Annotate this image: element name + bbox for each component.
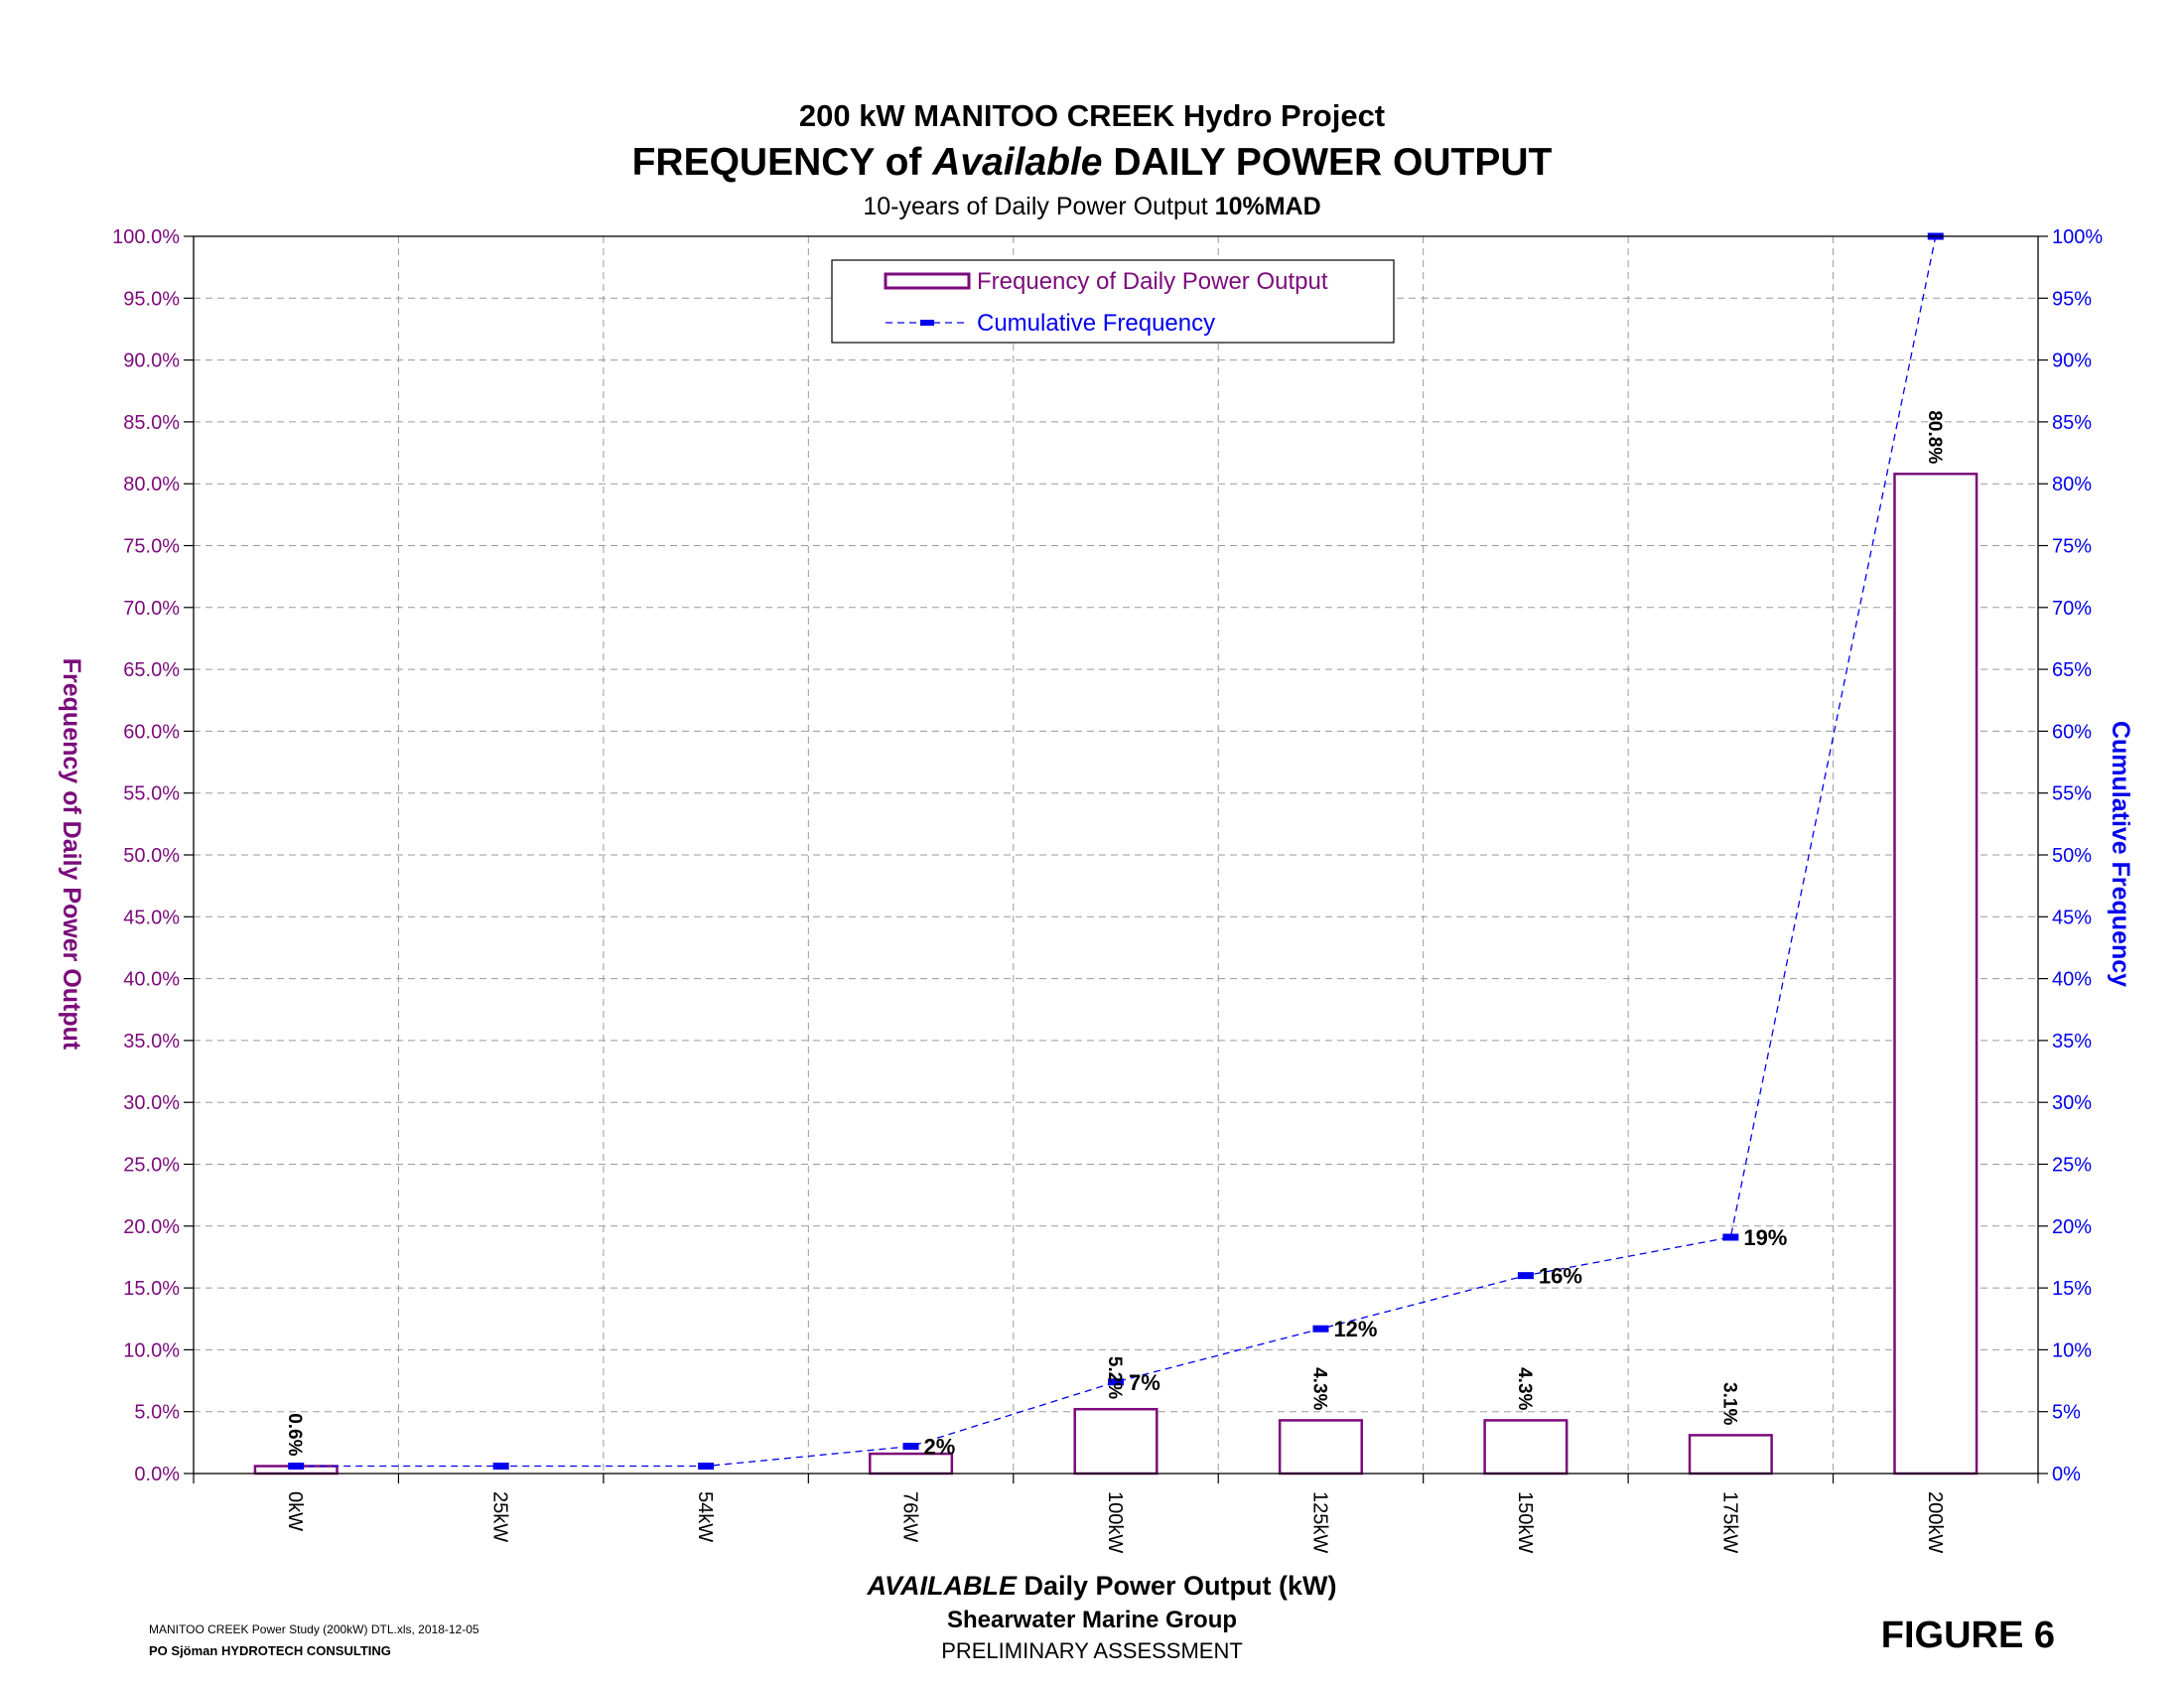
cumulative-value-label: 16% [1539, 1264, 1582, 1289]
y-tick-label: 35.0% [123, 1031, 180, 1053]
y2-tick-label: 15% [2052, 1278, 2092, 1300]
cumulative-value-label: 19% [1743, 1225, 1787, 1250]
y-tick-label: 100.0% [112, 226, 180, 248]
x-tick-label: 25kW [489, 1491, 511, 1542]
y2-tick-label: 20% [2052, 1216, 2092, 1238]
bar-value-label: 3.1% [1718, 1382, 1739, 1425]
cumulative-marker [1108, 1378, 1124, 1386]
y2-axis-label: Cumulative Frequency [2107, 721, 2134, 987]
cumulative-marker [492, 1463, 509, 1471]
y2-tick-label: 10% [2052, 1339, 2092, 1361]
y-tick-label: 45.0% [123, 907, 180, 928]
y2-tick-label: 90% [2052, 351, 2092, 372]
chart-title: 200 kW MANITOO CREEK Hydro Project [799, 98, 1385, 133]
y-tick-label: 15.0% [123, 1278, 180, 1300]
y-tick-label: 0.0% [134, 1464, 180, 1485]
legend-line-marker [920, 320, 934, 326]
cumulative-marker [698, 1463, 715, 1471]
bar-value-label: 80.8% [1924, 410, 1945, 464]
gridlines [194, 236, 2038, 1474]
y2-tick-label: 75% [2052, 536, 2092, 558]
bar [1278, 1419, 1363, 1476]
y-tick-label: 10.0% [123, 1339, 180, 1361]
y2-tick-label: 60% [2052, 721, 2092, 743]
x-tick-label: 150kW [1514, 1491, 1536, 1553]
y-tick-label: 20.0% [123, 1216, 180, 1238]
legend-bar-swatch [884, 272, 971, 290]
cumulative-marker [1722, 1233, 1739, 1241]
y2-tick-label: 100% [2052, 226, 2103, 248]
y-tick-label: 30.0% [123, 1092, 180, 1114]
bar-value-label: 0.6% [284, 1413, 305, 1456]
y2-tick-label: 95% [2052, 288, 2092, 310]
cumulative-marker [1517, 1272, 1534, 1280]
bar-value-label: 5.2% [1104, 1356, 1125, 1399]
bar [1688, 1434, 1773, 1476]
y-tick-label: 80.0% [123, 474, 180, 495]
x-tick-label: 0kW [284, 1491, 306, 1531]
plot-area [193, 235, 2039, 1475]
y2-tick-label: 0% [2052, 1464, 2081, 1485]
y-tick-label: 25.0% [123, 1155, 180, 1177]
bar-value-label: 4.3% [1514, 1367, 1535, 1410]
legend-bar-label: Frequency of Daily Power Output [977, 268, 1328, 295]
footer-author: PO Sjöman HYDROTECH CONSULTING [149, 1643, 391, 1658]
y-tick-label: 55.0% [123, 783, 180, 805]
y-tick-label: 50.0% [123, 845, 180, 867]
figure-number: FIGURE 6 [1880, 1615, 2055, 1656]
x-tick-label: 54kW [694, 1491, 716, 1542]
cumulative-value-label: 2% [924, 1435, 956, 1460]
y2-tick-label: 5% [2052, 1402, 2081, 1424]
cumulative-marker [902, 1443, 919, 1451]
y-tick-label: 95.0% [123, 288, 180, 310]
x-tick-label: 200kW [1924, 1491, 1946, 1553]
footer-file-note: MANITOO CREEK Power Study (200kW) DTL.xl… [149, 1622, 479, 1636]
footer-organization: Shearwater Marine Group [946, 1607, 1238, 1633]
cumulative-line [296, 235, 1937, 1468]
cumulative-marker [288, 1463, 305, 1471]
x-tick-label: 76kW [899, 1491, 921, 1542]
bar-value-label: 4.3% [1308, 1367, 1329, 1410]
bar [1073, 1407, 1159, 1476]
cumulative-value-label: 12% [1333, 1317, 1377, 1341]
y2-tick-label: 40% [2052, 969, 2092, 991]
y2-tick-label: 65% [2052, 659, 2092, 681]
chart-subtitle-2: 10-years of Daily Power Output 10%MAD [863, 193, 1320, 220]
bar-series [253, 472, 1979, 1476]
cumulative-marker [1312, 1325, 1329, 1333]
y2-tick-label: 30% [2052, 1092, 2092, 1114]
y2-tick-label: 70% [2052, 598, 2092, 620]
y-tick-label: 65.0% [123, 659, 180, 681]
y-axis-label: Frequency of Daily Power Output [58, 658, 85, 1051]
legend-line-label: Cumulative Frequency [977, 310, 1215, 337]
y2-tick-label: 80% [2052, 474, 2092, 495]
y-tick-label: 90.0% [123, 351, 180, 372]
legend: Frequency of Daily Power Output Cumulati… [831, 259, 1395, 344]
bar [1483, 1419, 1569, 1476]
y2-tick-label: 25% [2052, 1155, 2092, 1177]
y-tick-label: 75.0% [123, 536, 180, 558]
y2-tick-label: 55% [2052, 783, 2092, 805]
y-tick-label: 85.0% [123, 412, 180, 434]
y2-tick-label: 35% [2052, 1031, 2092, 1053]
y2-tick-label: 45% [2052, 907, 2092, 928]
axes: 0.0% 0% 5.0% 5% 10.0% 10% 15.0% 15% 20.0% 20% 25.0… [112, 226, 2103, 1553]
cumulative-series [288, 232, 1944, 1471]
chart-subtitle: FREQUENCY of Available DAILY POWER OUTPU… [632, 141, 1553, 184]
y-tick-label: 5.0% [134, 1402, 180, 1424]
x-tick-label: 100kW [1104, 1491, 1126, 1553]
y2-tick-label: 50% [2052, 845, 2092, 867]
y2-tick-label: 85% [2052, 412, 2092, 434]
y-tick-label: 60.0% [123, 721, 180, 743]
bar [1893, 472, 1979, 1476]
y-tick-label: 70.0% [123, 598, 180, 620]
x-tick-label: 125kW [1308, 1491, 1330, 1553]
y-tick-label: 40.0% [123, 969, 180, 991]
cumulative-value-label: 7% [1129, 1370, 1160, 1395]
x-axis-label: AVAILABLE Daily Power Output (kW) [866, 1571, 1336, 1601]
data-labels: 0.6% 5.2% 4.3% 4.3% 3.1% 80.8% 2% 7% 12% 16% 19% [284, 410, 1945, 1459]
x-tick-label: 175kW [1718, 1491, 1740, 1553]
footer-status: PRELIMINARY ASSESSMENT [941, 1638, 1243, 1663]
